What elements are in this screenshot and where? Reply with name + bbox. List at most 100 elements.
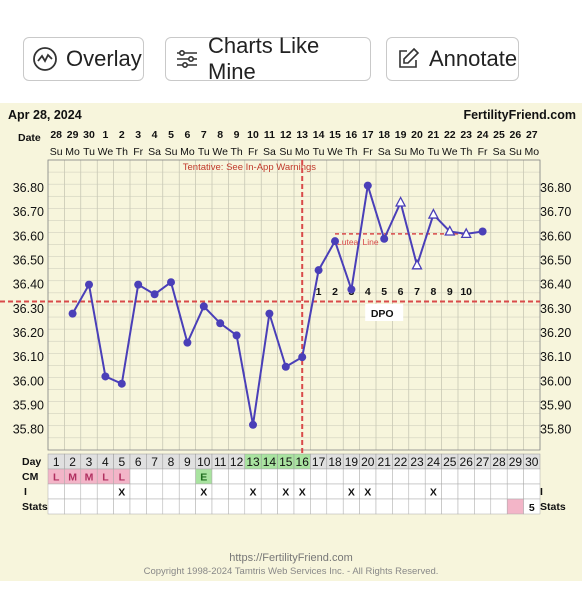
cm-cell [474,468,492,485]
footer-url: https://FertilityFriend.com [229,552,352,564]
intercourse-cell [80,483,98,500]
day-number: 22 [394,455,408,469]
date-tick: 10 [247,129,259,141]
stats-cell [113,498,131,515]
weekday-tick: Th [345,146,357,158]
intercourse-cell [523,483,541,500]
temperature-point [216,319,225,328]
stats-cell [244,498,262,515]
weekday-tick: Su [394,146,407,158]
charts-like-mine-button[interactable]: Charts Like Mine [165,33,371,84]
y-tick-left: 36.40 [13,278,44,292]
cm-cell [506,468,524,485]
cm-cell [244,468,262,485]
intercourse-mark: X [249,487,256,499]
date-tick: 29 [67,129,79,141]
y-tick-left: 36.60 [13,229,44,243]
stats-cell [47,498,65,515]
dpo-number: 1 [316,286,322,298]
header-date: Apr 28, 2024 [8,108,82,122]
temperature-point [265,309,274,318]
weekday-tick: Sa [378,146,391,158]
weekday-tick: Fr [478,146,488,158]
intercourse-cell [64,483,82,500]
cm-value: L [119,472,126,484]
temperature-point [347,285,356,294]
y-tick-right: 35.80 [540,423,571,437]
weekday-tick: We [212,146,228,158]
stats-cell [64,498,82,515]
weekday-tick: Fr [248,146,258,158]
temperature-point [331,237,339,246]
temperature-point [85,280,93,289]
sliders-icon [174,46,200,72]
cm-cell [392,468,410,485]
annotate-button[interactable]: Annotate [386,37,519,81]
tentative-note: Tentative: See In-App Warnings [183,162,316,173]
weekday-tick: Mo [180,146,195,158]
dpo-number: 2 [332,286,338,298]
intercourse-label: I [24,486,27,498]
weekday-tick: Fr [133,146,143,158]
dpo-number: 4 [365,286,371,298]
y-tick-right: 36.30 [540,302,571,316]
copyright: Copyright 1998-2024 Tamtris Web Services… [144,566,439,577]
temperature-point-open [395,196,407,207]
dpo-number: 5 [381,286,387,298]
stats-cell [392,498,410,515]
stats-cell [293,498,311,515]
temperature-point [249,420,257,429]
date-tick: 21 [428,129,440,141]
date-label: Date [18,132,41,144]
temperature-point [232,331,241,340]
cm-value: L [102,472,109,484]
day-number: 10 [197,455,211,469]
date-tick: 27 [526,129,538,141]
weekday-tick: Sa [493,146,506,158]
cm-value: E [200,472,207,484]
date-tick: 9 [234,129,240,141]
overlay-button[interactable]: Overlay [23,37,144,81]
intercourse-cell [375,483,393,500]
day-number: 1 [53,455,60,469]
day-number: 29 [509,455,523,469]
intercourse-mark: X [364,487,371,499]
intercourse-cell [129,483,147,500]
stats-cell [129,498,147,515]
day-number: 9 [184,455,191,469]
intercourse-cell [441,483,459,500]
stats-cell [260,498,278,515]
date-tick: 23 [460,129,472,141]
intercourse-cell [408,483,426,500]
date-tick: 7 [201,129,207,141]
intercourse-cell [47,483,65,500]
intercourse-cell [457,483,475,500]
dpo-number: 6 [398,286,404,298]
day-number: 2 [69,455,76,469]
y-tick-right: 36.80 [540,181,571,195]
intercourse-cell [326,483,344,500]
date-tick: 17 [362,129,374,141]
cm-cell [178,468,196,485]
stats-label: Stats [22,501,48,513]
intercourse-cell [506,483,524,500]
cm-cell [211,468,229,485]
brand-name: FertilityFriend.com [463,108,576,122]
date-tick: 30 [83,129,95,141]
weekday-tick: Tu [83,146,95,158]
cm-cell [375,468,393,485]
y-tick-left: 35.80 [13,423,44,437]
cm-label: CM [22,471,39,483]
weekday-tick: Mo [525,146,540,158]
date-tick: 6 [184,129,190,141]
weekday-tick: Su [50,146,63,158]
date-tick: 12 [280,129,292,141]
y-tick-left: 36.10 [13,350,44,364]
intercourse-mark: X [118,487,125,499]
stats-cell [375,498,393,515]
stats-cell [424,498,442,515]
date-tick: 18 [378,129,390,141]
y-tick-right: 36.40 [540,278,571,292]
cm-cell [408,468,426,485]
y-tick-left: 36.20 [13,326,44,340]
